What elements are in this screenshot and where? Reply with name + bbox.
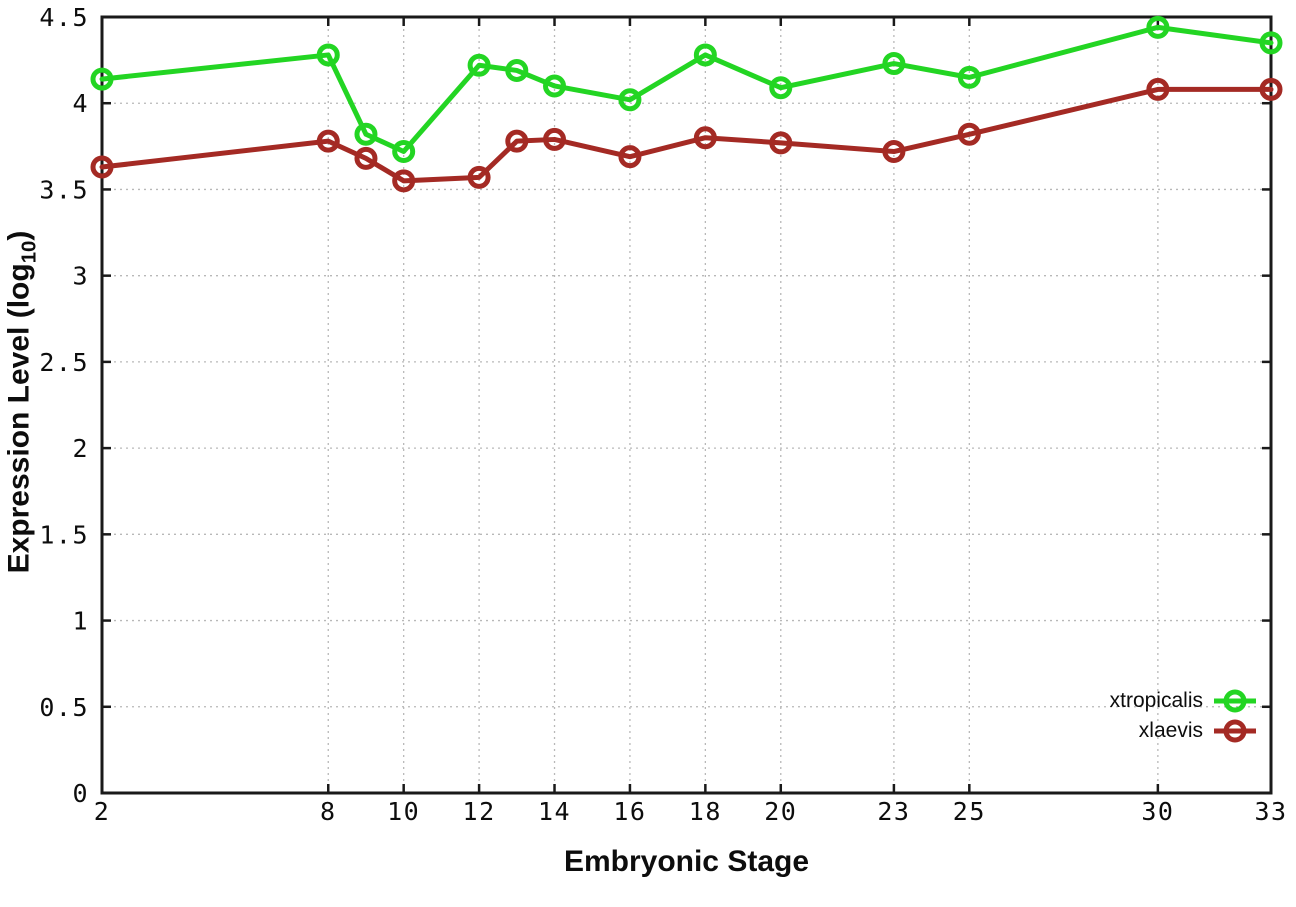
series-xlaevis-point-18	[693, 126, 717, 150]
series-xtropicalis-point-9	[354, 122, 378, 146]
series-xlaevis-point-9	[354, 146, 378, 170]
y-tick-label-3: 3	[72, 262, 89, 291]
x-tick-label-16: 16	[613, 797, 646, 826]
y-tick-label-1: 1	[72, 607, 89, 636]
y-axis-title-subscript: 10	[18, 240, 41, 264]
y-axis-title-main: Expression Level (log	[2, 263, 36, 574]
x-tick-label-8: 8	[320, 797, 337, 826]
y-tick-label-0: 0	[72, 779, 89, 808]
series-xlaevis-point-16	[618, 145, 642, 169]
series-xtropicalis-point-18	[693, 43, 717, 67]
x-tick-label-25: 25	[953, 797, 986, 826]
series-xtropicalis-point-25	[957, 65, 981, 89]
x-tick-label-23: 23	[877, 797, 910, 826]
y-tick-label-0.5: 0.5	[39, 693, 89, 722]
series-xlaevis-point-12	[467, 165, 491, 189]
y-tick-label-4.5: 4.5	[39, 3, 89, 32]
plot-border	[100, 15, 1273, 795]
x-tick-label-2: 2	[94, 797, 111, 826]
series-xlaevis-point-20	[769, 131, 793, 155]
series-xtropicalis-point-33	[1259, 31, 1283, 55]
legend-item-xlaevis: xlaevis	[1139, 716, 1258, 746]
y-tick-label-4: 4	[72, 89, 89, 118]
x-tick-label-30: 30	[1141, 797, 1174, 826]
y-axis-title: Expression Level (log10)	[3, 231, 42, 574]
series-xlaevis-point-23	[882, 140, 906, 164]
series-xtropicalis-point-13	[505, 58, 529, 82]
series-xlaevis-point-30	[1146, 77, 1170, 101]
series-xtropicalis-point-8	[316, 43, 340, 67]
series-xlaevis-point-25	[957, 122, 981, 146]
legend-label-xlaevis: xlaevis	[1138, 719, 1203, 742]
series-xtropicalis-point-10	[392, 140, 416, 164]
series-xlaevis-point-2	[90, 155, 114, 179]
y-tick-label-2: 2	[72, 434, 89, 463]
chart-legend: xtropicalis xlaevis	[1110, 686, 1258, 746]
y-tick-label-2.5: 2.5	[39, 348, 89, 377]
series-xlaevis-point-8	[316, 129, 340, 153]
legend-marker-xlaevis-icon	[1214, 719, 1256, 743]
series-xlaevis-point-33	[1259, 77, 1283, 101]
legend-item-xtropicalis: xtropicalis	[1110, 686, 1258, 716]
series-xtropicalis-point-20	[769, 76, 793, 100]
series-xlaevis-point-13	[505, 129, 529, 153]
x-tick-label-14: 14	[538, 797, 571, 826]
x-axis-title: Embryonic Stage	[563, 845, 810, 878]
x-tick-label-10: 10	[387, 797, 420, 826]
y-tick-label-3.5: 3.5	[39, 175, 89, 204]
series-xtropicalis-point-30	[1146, 15, 1170, 39]
series-xtropicalis-point-12	[467, 53, 491, 77]
series-xtropicalis-point-2	[90, 67, 114, 91]
series-xtropicalis-point-23	[882, 52, 906, 76]
y-axis-title-end: )	[2, 230, 36, 241]
y-tick-label-1.5: 1.5	[39, 520, 89, 549]
series-xlaevis-point-10	[392, 169, 416, 193]
x-tick-label-33: 33	[1254, 797, 1287, 826]
series-xtropicalis-line	[99, 24, 1274, 155]
series-xtropicalis-point-14	[543, 74, 567, 98]
series-xlaevis-point-14	[543, 127, 567, 151]
legend-marker-xtropicalis-icon	[1214, 689, 1256, 713]
x-tick-label-18: 18	[689, 797, 722, 826]
x-tick-label-12: 12	[463, 797, 496, 826]
series-xtropicalis-point-16	[618, 88, 642, 112]
legend-label-xtropicalis: xtropicalis	[1109, 689, 1203, 712]
x-tick-label-20: 20	[764, 797, 797, 826]
